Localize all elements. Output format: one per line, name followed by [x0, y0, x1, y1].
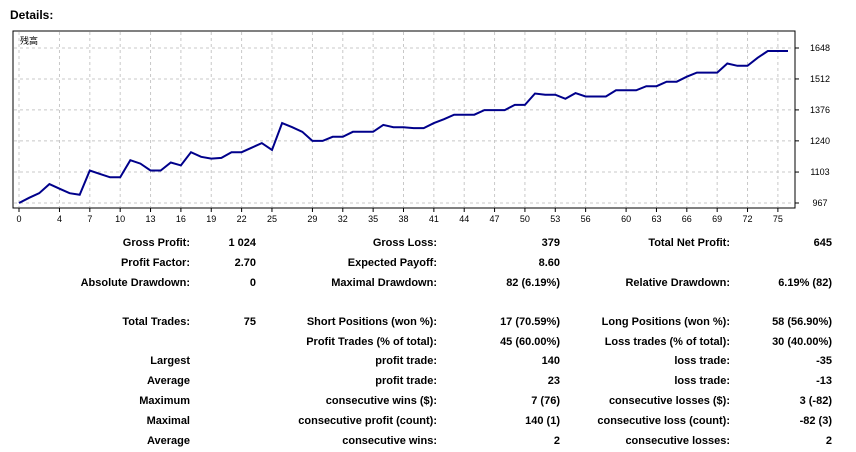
y-axis-ticks: 1648 1512 1376 1240 1103 967	[795, 43, 830, 208]
max-cons-wins-label: consecutive wins ($):	[325, 395, 437, 407]
x-tick-label: 0	[16, 214, 21, 224]
maximal-drawdown-label: Maximal Drawdown:	[331, 277, 437, 289]
long-positions-label: Long Positions (won %):	[601, 316, 730, 328]
x-tick-label: 25	[267, 214, 277, 224]
x-tick-label: 47	[490, 214, 500, 224]
max-cons-losses-value: 3 (-82)	[799, 395, 832, 407]
expected-payoff-label: Expected Payoff:	[347, 257, 437, 269]
gross-profit-value: 1 024	[228, 237, 256, 249]
average-profit-value: 23	[547, 375, 560, 387]
total-net-profit-value: 645	[813, 237, 832, 249]
largest-label: Largest	[150, 355, 190, 367]
x-tick-label: 16	[176, 214, 186, 224]
profit-factor-value: 2.70	[234, 257, 256, 269]
x-tick-label: 4	[57, 214, 62, 224]
x-tick-label: 35	[368, 214, 378, 224]
avg-cons-losses-value: 2	[825, 435, 832, 447]
x-tick-label: 60	[621, 214, 631, 224]
gross-loss-value: 379	[541, 237, 560, 249]
y-tick-label: 967	[812, 198, 827, 208]
y-tick-label: 1512	[810, 74, 830, 84]
x-axis-ticks: 0 4 7 10 13 16 19 22 25 29 32 35 38 41 44 47 50 53 56 60 63 6…	[16, 208, 783, 224]
x-tick-label: 38	[398, 214, 408, 224]
average-label: Average	[146, 375, 190, 387]
loss-trades-label: Loss trades (% of total):	[604, 336, 730, 348]
absolute-drawdown-label: Absolute Drawdown:	[80, 277, 190, 289]
gross-profit-label: Gross Profit:	[122, 237, 190, 249]
maximal-cons-loss-value: -82 (3)	[799, 415, 832, 427]
long-positions-value: 58 (56.90%)	[772, 316, 832, 328]
y-tick-label: 1103	[810, 167, 829, 177]
short-positions-value: 17 (70.59%)	[500, 316, 560, 328]
profit-factor-label: Profit Factor:	[120, 257, 190, 269]
balance-line	[18, 50, 788, 204]
average-loss-label: loss trade:	[674, 375, 730, 387]
x-tick-label: 72	[743, 214, 753, 224]
details-title: Details:	[10, 8, 54, 22]
maximal-cons-profit-label: consecutive profit (count):	[298, 415, 437, 427]
maximum-label: Maximum	[139, 395, 190, 407]
x-tick-label: 32	[338, 214, 348, 224]
x-tick-label: 66	[682, 214, 692, 224]
profit-trades-label: Profit Trades (% of total):	[306, 336, 437, 348]
y-tick-label: 1376	[810, 105, 830, 115]
average-profit-label: profit trade:	[375, 375, 437, 387]
gross-loss-label: Gross Loss:	[372, 237, 437, 249]
x-tick-label: 63	[651, 214, 661, 224]
x-tick-label: 53	[550, 214, 560, 224]
largest-profit-value: 140	[541, 355, 560, 367]
maximal-cons-loss-label: consecutive loss (count):	[597, 415, 730, 427]
absolute-drawdown-value: 0	[249, 277, 256, 289]
average-loss-value: -13	[816, 375, 832, 387]
profit-trades-value: 45 (60.00%)	[500, 336, 560, 348]
relative-drawdown-label: Relative Drawdown:	[625, 277, 730, 289]
x-tick-label: 69	[712, 214, 722, 224]
largest-loss-label: loss trade:	[674, 355, 730, 367]
x-tick-label: 19	[206, 214, 216, 224]
relative-drawdown-value: 6.19% (82)	[778, 277, 832, 289]
x-tick-label: 29	[307, 214, 317, 224]
x-tick-label: 44	[459, 214, 469, 224]
total-net-profit-label: Total Net Profit:	[648, 237, 730, 249]
y-tick-label: 1240	[810, 136, 830, 146]
maximal-label: Maximal	[146, 415, 190, 427]
loss-trades-value: 30 (40.00%)	[772, 336, 832, 348]
max-cons-wins-value: 7 (76)	[531, 395, 560, 407]
avg-cons-wins-value: 2	[553, 435, 560, 447]
expected-payoff-value: 8.60	[538, 257, 560, 269]
avg-cons-losses-label: consecutive losses:	[625, 435, 730, 447]
short-positions-label: Short Positions (won %):	[306, 316, 437, 328]
total-trades-value: 75	[243, 316, 256, 328]
max-cons-losses-label: consecutive losses ($):	[608, 395, 730, 407]
avg-cons-wins-label: consecutive wins:	[342, 435, 437, 447]
maximal-drawdown-value: 82 (6.19%)	[506, 277, 560, 289]
chart-grid	[14, 32, 794, 207]
x-tick-label: 10	[115, 214, 125, 224]
chart-legend: 残高	[20, 35, 38, 46]
maximal-cons-profit-value: 140 (1)	[525, 415, 560, 427]
x-tick-label: 56	[581, 214, 591, 224]
x-tick-label: 75	[773, 214, 783, 224]
largest-profit-label: profit trade:	[375, 355, 437, 367]
average2-label: Average	[146, 435, 190, 447]
total-trades-label: Total Trades:	[122, 316, 190, 328]
x-tick-label: 13	[146, 214, 156, 224]
x-tick-label: 50	[520, 214, 530, 224]
largest-loss-value: -35	[816, 355, 832, 367]
balance-chart: 残高 0 4 7 10 13 16 19 22 25 29 32 35 38 41 44 47 50 53 56 60…	[12, 30, 830, 224]
x-tick-label: 22	[237, 214, 247, 224]
y-tick-label: 1648	[810, 43, 830, 53]
x-tick-label: 41	[429, 214, 439, 224]
x-tick-label: 7	[87, 214, 92, 224]
